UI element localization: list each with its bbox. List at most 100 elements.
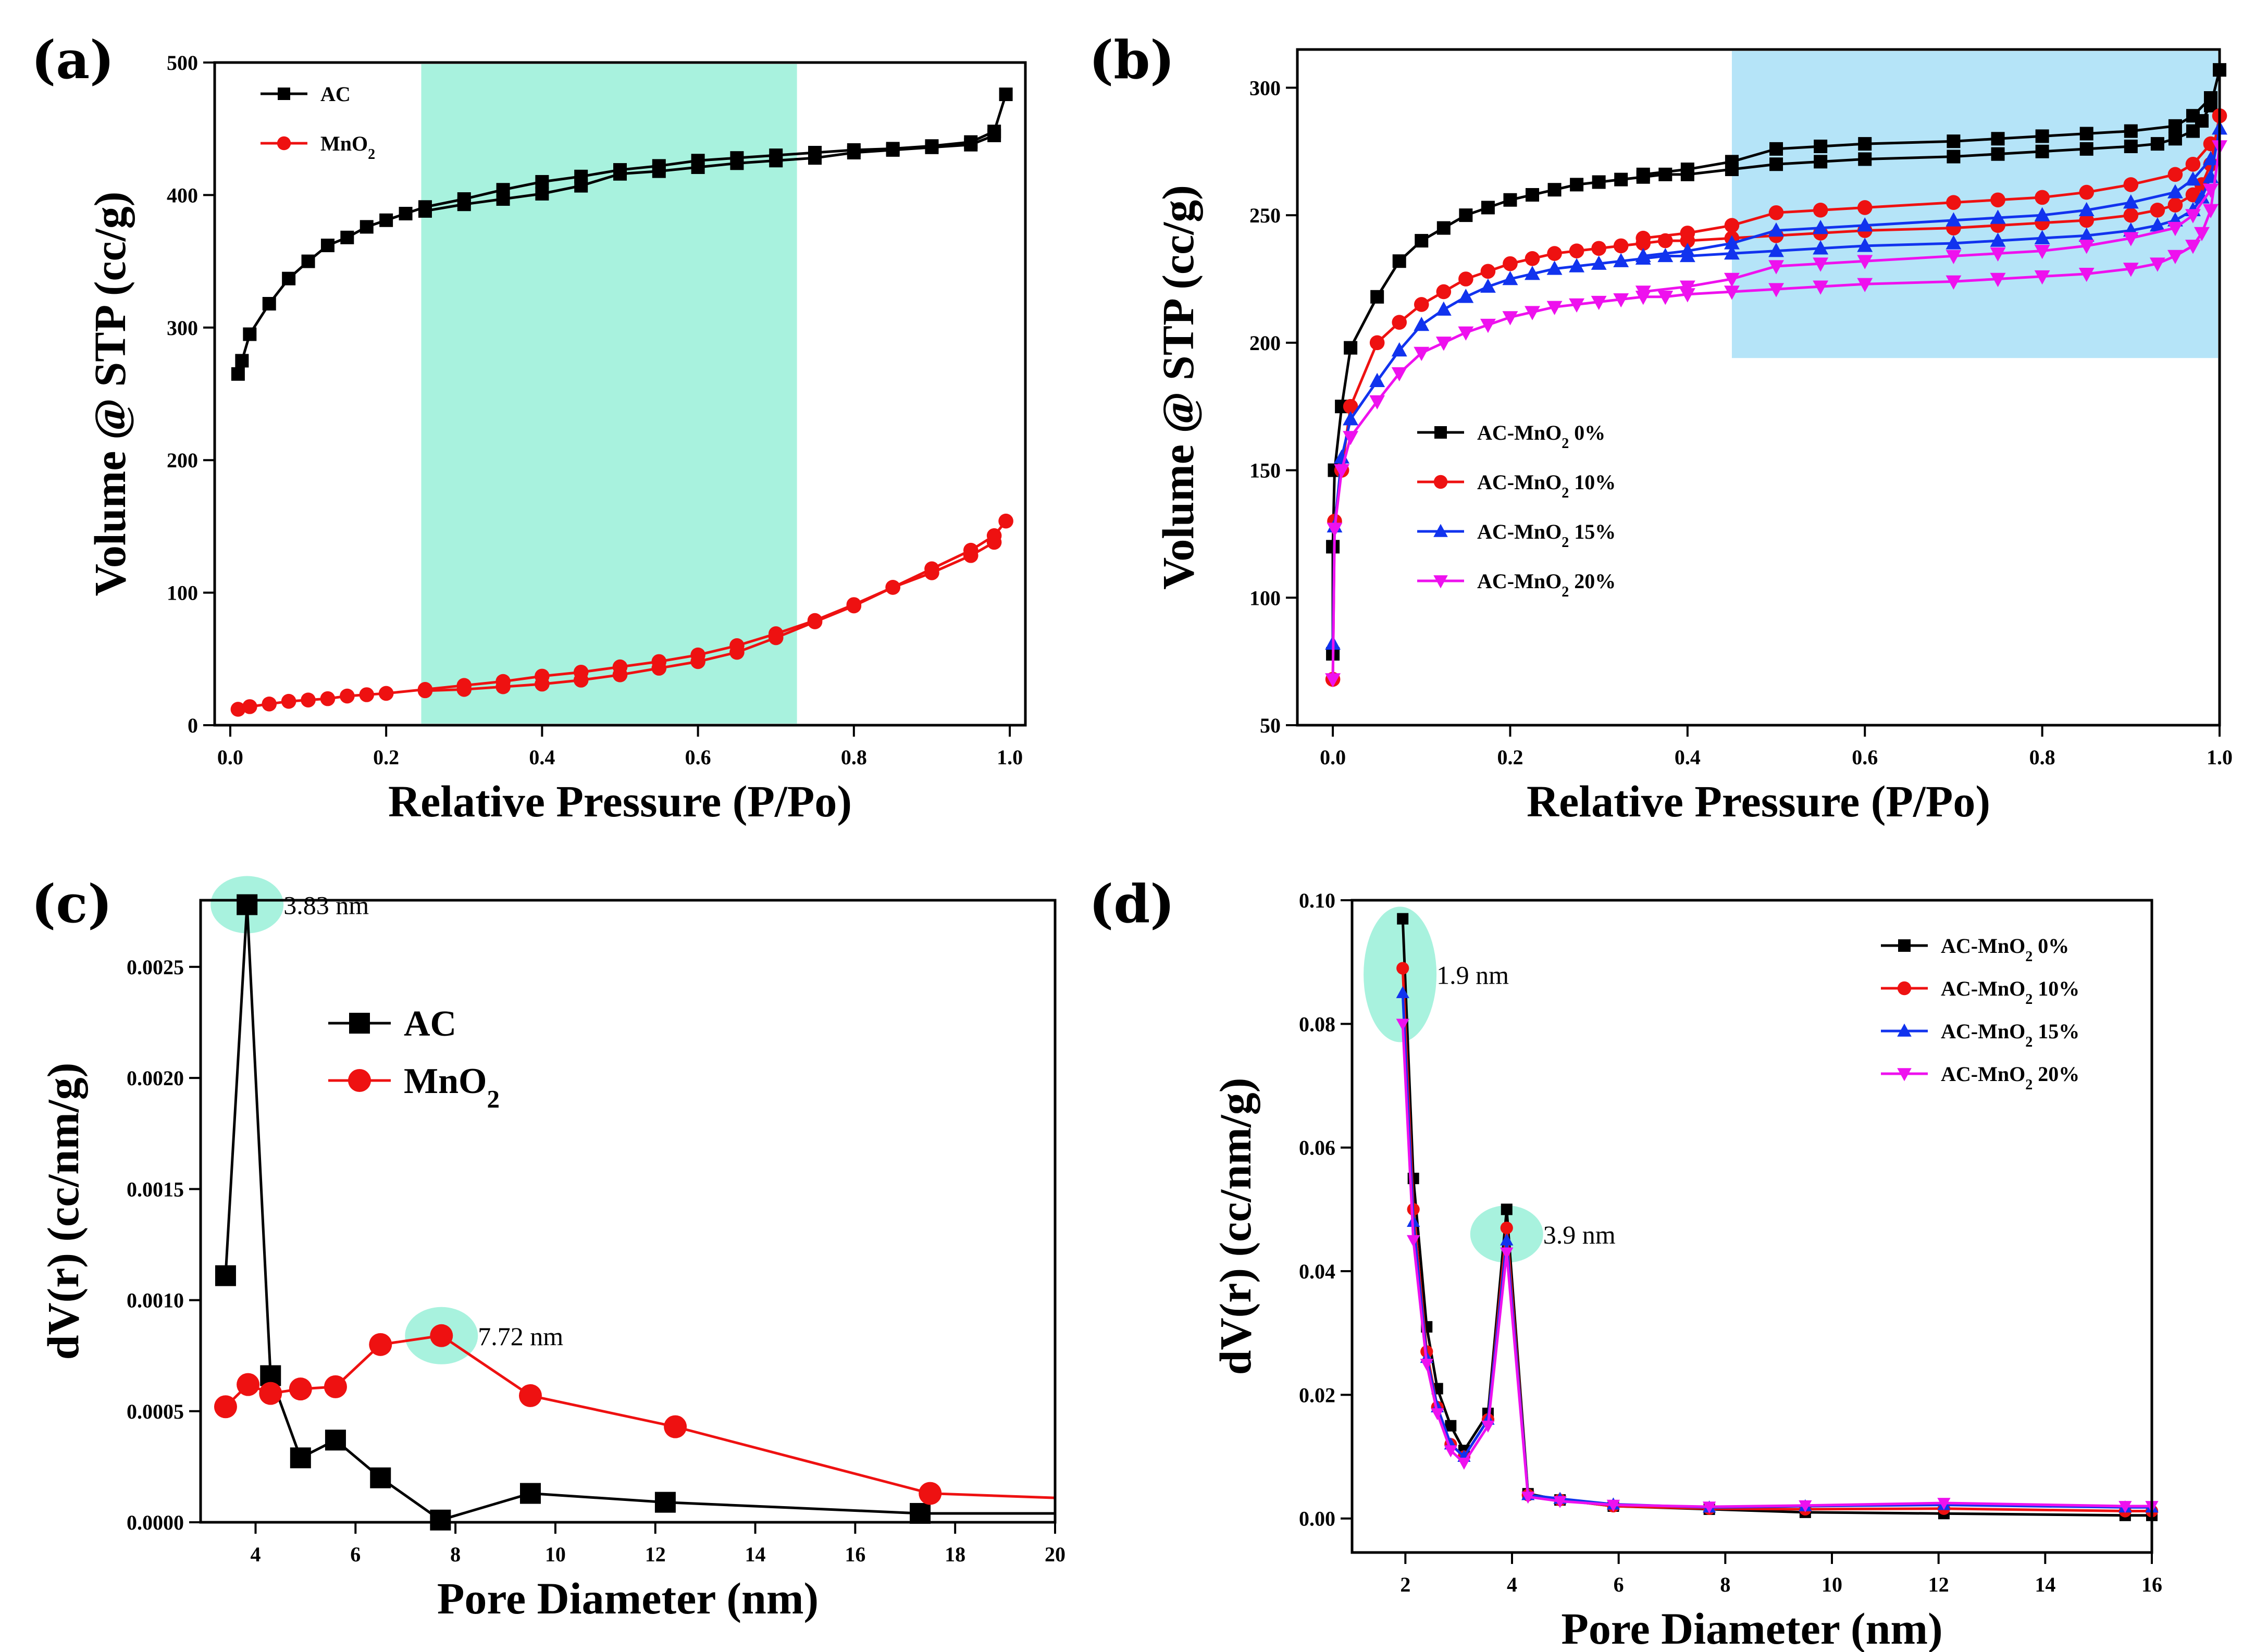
plot-frame <box>1296 48 2221 727</box>
x-tick-label: 0.0 <box>1320 746 1346 769</box>
data-point <box>1436 221 1451 235</box>
data-point <box>378 686 394 701</box>
data-point <box>1392 315 1407 330</box>
legend-marker <box>1897 981 1912 996</box>
data-point <box>2203 136 2219 152</box>
annotation-label: 3.83 nm <box>283 891 369 920</box>
data-point <box>1946 250 1962 265</box>
annotation-label: 1.9 nm <box>1436 960 1509 989</box>
data-point <box>282 271 296 285</box>
data-point <box>281 693 296 709</box>
data-point <box>1858 152 1872 166</box>
data-point <box>2123 263 2139 277</box>
data-point <box>1334 464 1350 479</box>
x-tick-label: 0.4 <box>529 746 555 769</box>
data-point <box>919 1482 942 1505</box>
y-tick-label: 300 <box>1249 76 1281 100</box>
y-tick-label: 0.04 <box>1299 1260 1335 1283</box>
data-point <box>808 151 822 165</box>
y-tick-label: 200 <box>167 449 198 472</box>
data-point <box>1591 241 1606 256</box>
data-point <box>2167 197 2183 213</box>
data-point <box>1326 540 1340 554</box>
data-point <box>664 1415 687 1438</box>
data-point <box>1436 284 1452 300</box>
data-point <box>1414 316 1430 331</box>
data-point <box>1325 673 1341 688</box>
plot-frame <box>1350 899 2153 1554</box>
data-point <box>259 1382 282 1405</box>
data-point <box>2078 240 2095 254</box>
data-point <box>847 145 861 159</box>
data-point <box>1724 285 1740 300</box>
data-point <box>262 297 276 311</box>
x-tick-label: 0.2 <box>373 746 399 769</box>
data-point <box>1947 150 1961 164</box>
data-point <box>886 143 900 157</box>
data-point <box>1725 155 1739 169</box>
data-point <box>325 1430 346 1451</box>
data-point <box>730 156 744 170</box>
legend-label: MnO2 <box>320 132 375 163</box>
data-point <box>214 1395 237 1419</box>
data-point <box>1946 235 1962 250</box>
x-tick-label: 0.8 <box>2029 746 2055 769</box>
data-point <box>1343 431 1359 445</box>
data-point <box>846 598 862 614</box>
data-point <box>360 220 374 234</box>
data-point <box>1435 337 1452 351</box>
x-tick-label: 0.8 <box>841 746 867 769</box>
data-point <box>430 1324 453 1347</box>
data-point <box>1857 255 1873 269</box>
data-point <box>1481 201 1495 215</box>
data-point <box>2150 203 2165 218</box>
legend-label: AC-MnO2 20% <box>1477 569 1616 600</box>
data-point <box>1769 157 1783 171</box>
data-point <box>987 128 1001 142</box>
data-point <box>986 535 1002 550</box>
data-point <box>1636 230 1651 246</box>
x-tick-label: 1.0 <box>997 746 1023 769</box>
x-tick-label: 16 <box>2141 1573 2162 1596</box>
data-point <box>369 1333 392 1356</box>
data-point <box>1768 222 1784 237</box>
data-point <box>1680 163 1694 177</box>
data-point <box>2078 268 2095 282</box>
y-tick-label: 200 <box>1249 331 1281 355</box>
data-point <box>535 175 549 189</box>
panel-label: (c) <box>31 873 113 935</box>
data-point <box>2123 177 2139 192</box>
data-point <box>2118 1501 2132 1513</box>
data-point <box>1569 243 1584 258</box>
data-point <box>768 630 784 645</box>
data-point <box>612 667 628 682</box>
data-point <box>379 213 393 227</box>
y-tick-label: 0.0010 <box>127 1289 184 1312</box>
data-point <box>242 699 257 714</box>
x-tick-label: 4 <box>250 1543 261 1566</box>
data-point <box>1457 1458 1471 1470</box>
y-tick-label: 0.0005 <box>127 1400 184 1423</box>
x-tick-label: 12 <box>645 1543 666 1566</box>
data-point <box>235 354 249 368</box>
data-point <box>1547 183 1562 197</box>
x-tick-label: 2 <box>1400 1573 1410 1596</box>
data-point <box>2079 127 2093 141</box>
y-tick-label: 0.10 <box>1299 889 1335 912</box>
y-tick-label: 0.0025 <box>127 955 184 979</box>
data-point <box>1813 203 1828 218</box>
data-point <box>2194 227 2210 241</box>
x-tick-label: 4 <box>1507 1573 1517 1596</box>
x-tick-label: 8 <box>1720 1573 1730 1596</box>
data-point <box>1591 295 1607 310</box>
data-point <box>418 204 432 218</box>
annotation-label: 7.72 nm <box>478 1322 563 1351</box>
data-point <box>2186 109 2200 123</box>
panel-c: 3.83 nm 7.72 nm 4 6 8 10 12 14 16 18 20 0.0000 0.000… <box>31 873 1065 1623</box>
legend-label: AC <box>320 82 351 106</box>
data-point <box>320 691 336 706</box>
data-point <box>237 894 258 915</box>
series-line <box>225 1334 1056 1499</box>
data-point <box>2167 250 2183 265</box>
data-point <box>1500 1247 1514 1260</box>
